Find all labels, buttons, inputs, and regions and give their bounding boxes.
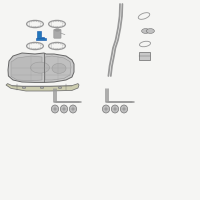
Ellipse shape (60, 105, 68, 113)
Ellipse shape (120, 105, 128, 113)
Ellipse shape (51, 105, 59, 113)
Polygon shape (8, 53, 74, 82)
Polygon shape (37, 31, 44, 38)
Ellipse shape (102, 105, 110, 113)
Ellipse shape (58, 87, 62, 89)
Polygon shape (45, 56, 71, 80)
FancyBboxPatch shape (139, 52, 150, 60)
Ellipse shape (146, 29, 154, 33)
Ellipse shape (55, 29, 60, 31)
Ellipse shape (111, 105, 119, 113)
Ellipse shape (52, 63, 66, 73)
Polygon shape (6, 84, 79, 91)
Ellipse shape (142, 29, 150, 33)
Ellipse shape (30, 62, 50, 73)
Polygon shape (36, 38, 46, 40)
Polygon shape (11, 56, 42, 81)
Ellipse shape (22, 87, 26, 89)
Ellipse shape (69, 105, 77, 113)
Ellipse shape (40, 87, 44, 89)
FancyBboxPatch shape (54, 29, 61, 38)
